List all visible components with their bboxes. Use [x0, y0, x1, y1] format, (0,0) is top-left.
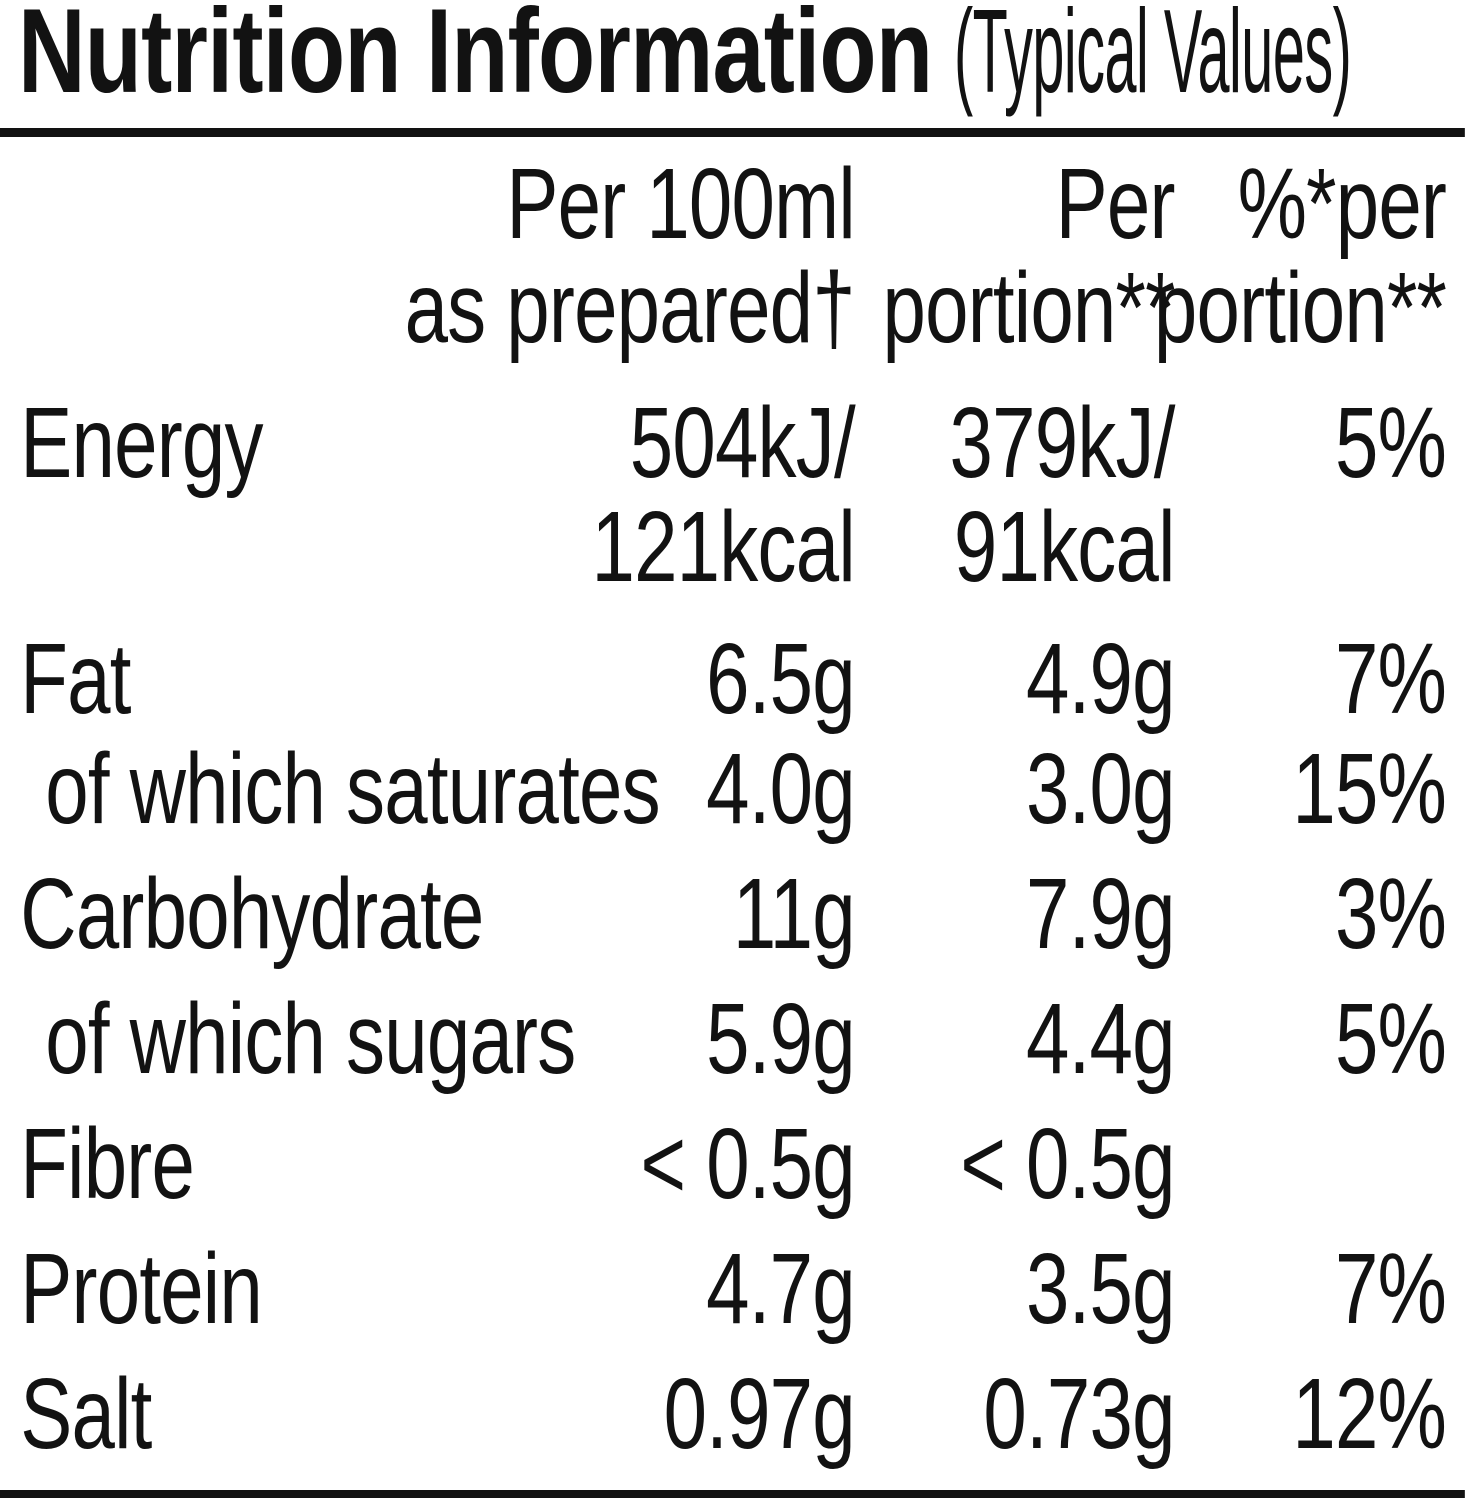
header-pct-per-portion: %*per portion**: [1153, 148, 1447, 364]
row-label: Protein: [20, 1233, 262, 1345]
row-label: Energy: [20, 387, 263, 499]
value-per-100ml: 6.5g: [706, 623, 855, 735]
panel-title-suffix: (Typical Values): [954, 0, 1352, 118]
value-per-100ml: 4.7g: [706, 1233, 855, 1345]
value-per-100ml: 504kJ/ 121kcal: [591, 387, 855, 603]
value-per-portion: 4.4g: [1025, 983, 1175, 1095]
value-pct: 12%: [1292, 1358, 1447, 1470]
value-per-portion: 0.73g: [983, 1358, 1175, 1470]
row-label: Carbohydrate: [20, 858, 484, 970]
table-row-salt: Salt 0.97g 0.73g 12%: [0, 1362, 1465, 1466]
value-per-portion: < 0.5g: [960, 1108, 1175, 1220]
table-row-saturates: of which saturates 4.0g 3.0g 15%: [0, 737, 1465, 841]
table-header-row: Per 100ml as prepared† Per portion** %*p…: [0, 152, 1465, 360]
value-per-100ml: < 0.5g: [640, 1108, 856, 1220]
value-per-portion: 4.9g: [1025, 623, 1175, 735]
table-row-energy: Energy 504kJ/ 121kcal 379kJ/ 91kcal 5%: [0, 391, 1465, 599]
bottom-rule: [0, 1490, 1465, 1498]
value-pct: 3%: [1334, 858, 1447, 970]
value-per-100ml: 11g: [732, 858, 856, 970]
header-per-portion: Per portion**: [882, 148, 1175, 364]
table-row-fat: Fat 6.5g 4.9g 7%: [0, 627, 1465, 731]
row-label: of which saturates: [45, 733, 660, 845]
value-per-portion: 3.0g: [1025, 733, 1175, 845]
row-label: Salt: [20, 1358, 152, 1470]
panel-title-main: Nutrition Information: [17, 0, 933, 118]
row-label: Fibre: [20, 1108, 195, 1220]
value-pct: 7%: [1334, 623, 1447, 735]
value-pct: 5%: [1334, 387, 1447, 499]
value-pct: 15%: [1292, 733, 1447, 845]
value-per-portion: 3.5g: [1025, 1233, 1175, 1345]
table-row-protein: Protein 4.7g 3.5g 7%: [0, 1237, 1465, 1341]
row-label: Fat: [20, 623, 131, 735]
value-per-100ml: 4.0g: [706, 733, 855, 845]
value-per-100ml: 5.9g: [706, 983, 855, 1095]
table-row-carbohydrate: Carbohydrate 11g 7.9g 3%: [0, 862, 1465, 966]
value-per-portion: 379kJ/ 91kcal: [949, 387, 1176, 603]
table-row-sugars: of which sugars 5.9g 4.4g 5%: [0, 987, 1465, 1091]
header-per-100ml: Per 100ml as prepared†: [404, 148, 856, 364]
panel-title: Nutrition Information (Typical Values): [17, 0, 1465, 118]
table-row-fibre: Fibre < 0.5g < 0.5g: [0, 1112, 1465, 1216]
top-rule: [0, 128, 1465, 137]
row-label: of which sugars: [45, 983, 576, 1095]
value-pct: 7%: [1334, 1233, 1447, 1345]
value-per-portion: 7.9g: [1025, 858, 1175, 970]
value-per-100ml: 0.97g: [663, 1358, 856, 1470]
value-pct: 5%: [1334, 983, 1447, 1095]
